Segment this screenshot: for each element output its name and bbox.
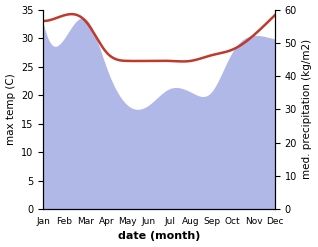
Y-axis label: med. precipitation (kg/m2): med. precipitation (kg/m2)	[302, 39, 313, 180]
X-axis label: date (month): date (month)	[118, 231, 200, 242]
Y-axis label: max temp (C): max temp (C)	[5, 74, 16, 145]
